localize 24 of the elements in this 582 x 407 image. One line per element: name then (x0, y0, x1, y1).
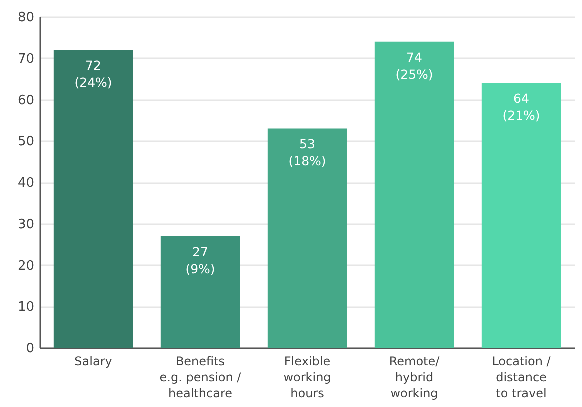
x-tick-label: Benefits e.g. pension / healthcare (160, 354, 242, 400)
data-label: 72 (24%) (74, 58, 112, 90)
y-tick-label: 40 (18, 176, 34, 191)
bar (160, 236, 240, 348)
data-label: 64 (21%) (502, 91, 540, 124)
y-tick-label: 70 (18, 52, 34, 67)
data-label: 74 (25%) (396, 50, 434, 82)
y-tick-label: 20 (18, 258, 34, 274)
bar (268, 128, 348, 348)
x-tick-label: Salary (74, 354, 112, 368)
y-tick-label: 60 (18, 93, 34, 108)
y-tick-label: 30 (18, 217, 34, 232)
x-tick-label: Remote/ hybrid working (389, 354, 441, 400)
x-tick-label: Flexible working hours (284, 354, 332, 400)
y-tick-label: 50 (18, 134, 34, 150)
bar (374, 42, 454, 348)
y-tick-label: 80 (18, 10, 34, 26)
y-tick-label: 10 (18, 300, 34, 316)
x-tick-label: Location / distance to travel (492, 354, 552, 400)
data-label: 27 (9%) (186, 244, 216, 276)
bar (54, 50, 134, 348)
data-label: 53 (18%) (288, 136, 326, 169)
bar (482, 83, 562, 348)
y-tick-label: 0 (26, 342, 34, 356)
